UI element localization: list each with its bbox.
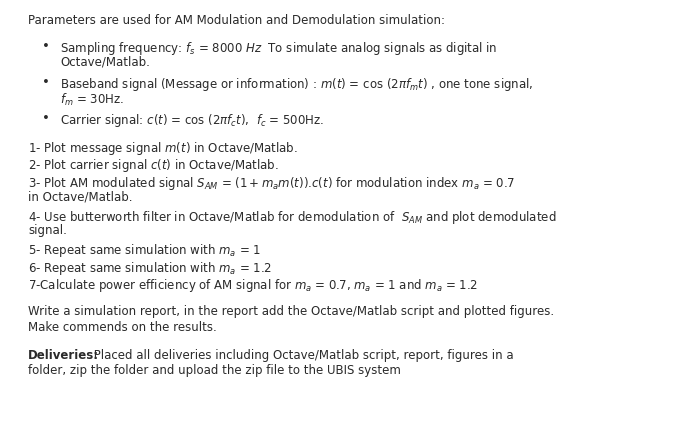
Text: 2- Plot carrier signal $c(t)$ in Octave/Matlab.: 2- Plot carrier signal $c(t)$ in Octave/… bbox=[28, 157, 279, 174]
Text: signal.: signal. bbox=[28, 224, 67, 237]
Text: 4- Use butterworth filter in Octave/Matlab for demodulation of  $S_{AM}$ and plo: 4- Use butterworth filter in Octave/Matl… bbox=[28, 209, 556, 226]
Text: Carrier signal: $c(t)$ = cos $(2\pi f_c t)$,  $f_c$ = 500Hz.: Carrier signal: $c(t)$ = cos $(2\pi f_c … bbox=[60, 112, 324, 128]
Text: •: • bbox=[42, 40, 50, 54]
Text: folder, zip the folder and upload the zip file to the UBIS system: folder, zip the folder and upload the zi… bbox=[28, 364, 401, 377]
Text: 6- Repeat same simulation with $m_a$ = 1.2: 6- Repeat same simulation with $m_a$ = 1… bbox=[28, 260, 272, 277]
Text: 1- Plot message signal $m(t)$ in Octave/Matlab.: 1- Plot message signal $m(t)$ in Octave/… bbox=[28, 140, 298, 157]
Text: Sampling frequency: $f_s$ = 8000 $Hz$  To simulate analog signals as digital in: Sampling frequency: $f_s$ = 8000 $Hz$ To… bbox=[60, 40, 498, 58]
Text: 5- Repeat same simulation with $m_a$ = 1: 5- Repeat same simulation with $m_a$ = 1 bbox=[28, 242, 261, 259]
Text: 3- Plot AM modulated signal $S_{AM}$ = $(1 + m_a m(t))$.$c(t)$ for modulation in: 3- Plot AM modulated signal $S_{AM}$ = $… bbox=[28, 175, 514, 192]
Text: •: • bbox=[42, 76, 50, 89]
Text: $f_m$ = 30Hz.: $f_m$ = 30Hz. bbox=[60, 91, 125, 107]
Text: in Octave/Matlab.: in Octave/Matlab. bbox=[28, 191, 132, 204]
Text: Write a simulation report, in the report add the Octave/Matlab script and plotte: Write a simulation report, in the report… bbox=[28, 306, 554, 318]
Text: Baseband signal (Message or information) : $m(t)$ = cos $(2\pi f_m t)$ , one ton: Baseband signal (Message or information)… bbox=[60, 76, 533, 93]
Text: Parameters are used for AM Modulation and Demodulation simulation:: Parameters are used for AM Modulation an… bbox=[28, 14, 445, 27]
Text: 7-Calculate power efficiency of AM signal for $m_a$ = 0.7, $m_a$ = 1 and $m_a$ =: 7-Calculate power efficiency of AM signa… bbox=[28, 277, 478, 294]
Text: Octave/Matlab.: Octave/Matlab. bbox=[60, 56, 150, 69]
Text: Deliveries:: Deliveries: bbox=[28, 349, 99, 362]
Text: •: • bbox=[42, 112, 50, 124]
Text: Placed all deliveries including Octave/Matlab script, report, figures in a: Placed all deliveries including Octave/M… bbox=[90, 349, 514, 362]
Text: Make commends on the results.: Make commends on the results. bbox=[28, 321, 217, 334]
